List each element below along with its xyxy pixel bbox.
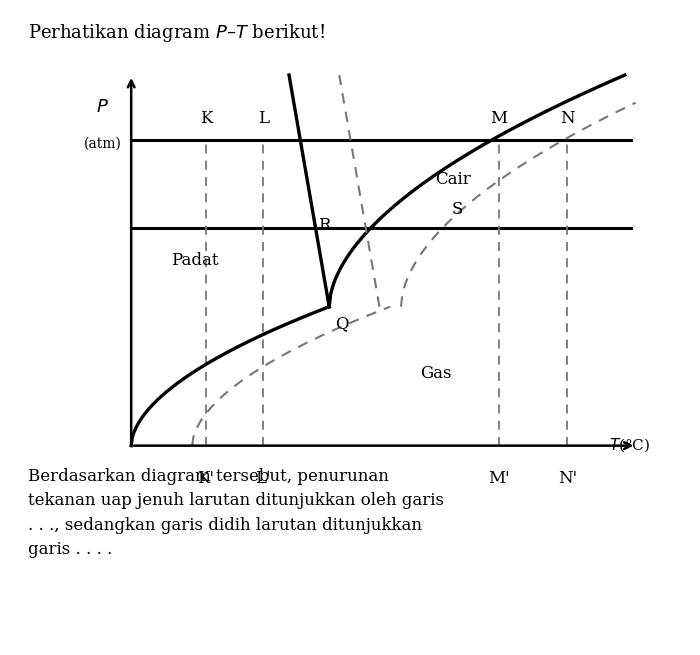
Text: Q: Q	[335, 315, 349, 331]
Text: N': N'	[558, 470, 577, 487]
Text: L: L	[258, 111, 269, 128]
Text: Gas: Gas	[419, 365, 451, 382]
Text: Perhatikan diagram $P$–$T$ berikut!: Perhatikan diagram $P$–$T$ berikut!	[28, 22, 325, 44]
Text: Berdasarkan diagram tersebut, penurunan
tekanan uap jenuh larutan ditunjukkan ol: Berdasarkan diagram tersebut, penurunan …	[28, 468, 444, 558]
Text: S: S	[452, 201, 463, 218]
Text: N: N	[560, 111, 575, 128]
Text: (atm): (atm)	[83, 136, 121, 151]
Text: $T$(°C): $T$(°C)	[609, 436, 651, 454]
Text: Padat: Padat	[171, 252, 218, 269]
Text: R: R	[318, 217, 330, 234]
Text: K': K'	[197, 470, 214, 487]
Text: $P$: $P$	[96, 98, 109, 117]
Text: M: M	[490, 111, 507, 128]
Text: Cair: Cair	[435, 172, 470, 188]
Text: M': M'	[488, 470, 510, 487]
Text: K: K	[199, 111, 212, 128]
Text: L': L'	[256, 470, 271, 487]
